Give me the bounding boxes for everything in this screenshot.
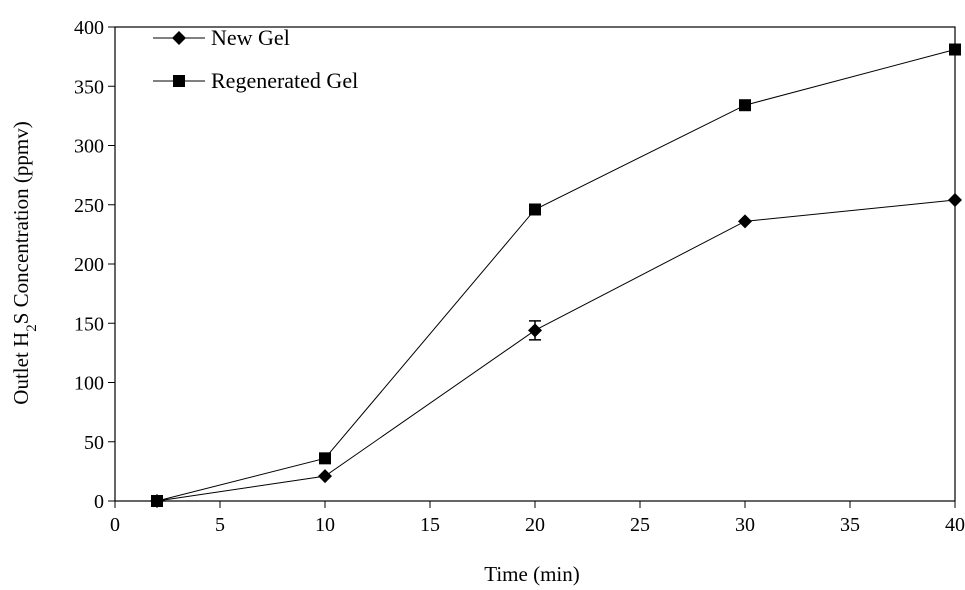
x-tick-label: 35	[840, 514, 860, 536]
x-tick-label: 5	[215, 514, 225, 536]
data-point-square	[949, 43, 961, 56]
legend-item-regenerated-gel: Regenerated Gel	[153, 68, 358, 93]
series-line	[156, 199, 956, 502]
x-tick-label: 15	[420, 514, 440, 536]
plot-area	[114, 26, 956, 502]
data-point-diamond	[528, 323, 542, 338]
data-point-diamond	[948, 193, 962, 208]
y-axis: 0 50 100 150 200 250 300 350 400	[74, 17, 115, 513]
y-tick-label: 150	[74, 313, 104, 335]
y-tick-label: 250	[74, 195, 104, 217]
data-point-square	[739, 99, 751, 112]
series-new-gel	[150, 193, 962, 508]
x-tick-label: 40	[945, 514, 965, 536]
data-point-square	[529, 203, 541, 216]
legend-label-regenerated-gel: Regenerated Gel	[211, 68, 358, 93]
y-tick-label: 200	[74, 254, 104, 276]
y-tick-label: 50	[84, 432, 104, 454]
series-layer	[150, 43, 962, 508]
data-point-diamond	[738, 214, 752, 229]
data-point-square	[319, 452, 331, 465]
y-tick-label: 400	[74, 17, 104, 39]
series-regenerated-gel	[151, 43, 961, 507]
data-point-square	[151, 495, 163, 507]
x-axis-label: Time (min)	[484, 562, 579, 586]
series-line	[156, 49, 956, 502]
legend-item-new-gel: New Gel	[153, 25, 290, 50]
x-tick-label: 25	[630, 514, 650, 536]
x-axis: 0 5 10 15 20 25 30 35 40	[110, 501, 965, 536]
plot-border	[114, 26, 956, 502]
data-point-diamond	[318, 469, 332, 484]
x-tick-label: 20	[525, 514, 545, 536]
legend: New Gel Regenerated Gel	[153, 25, 358, 93]
legend-marker-diamond	[172, 31, 186, 45]
y-tick-label: 100	[74, 373, 104, 395]
y-tick-label: 300	[74, 136, 104, 158]
y-tick-label: 0	[94, 491, 104, 513]
x-tick-label: 30	[735, 514, 755, 536]
x-tick-label: 0	[110, 514, 120, 536]
y-axis-label: Outlet H2S Concentration (ppmv)	[9, 121, 40, 404]
legend-marker-square	[173, 75, 185, 87]
y-tick-label: 350	[74, 76, 104, 98]
x-tick-label: 10	[315, 514, 335, 536]
legend-label-new-gel: New Gel	[211, 25, 290, 50]
